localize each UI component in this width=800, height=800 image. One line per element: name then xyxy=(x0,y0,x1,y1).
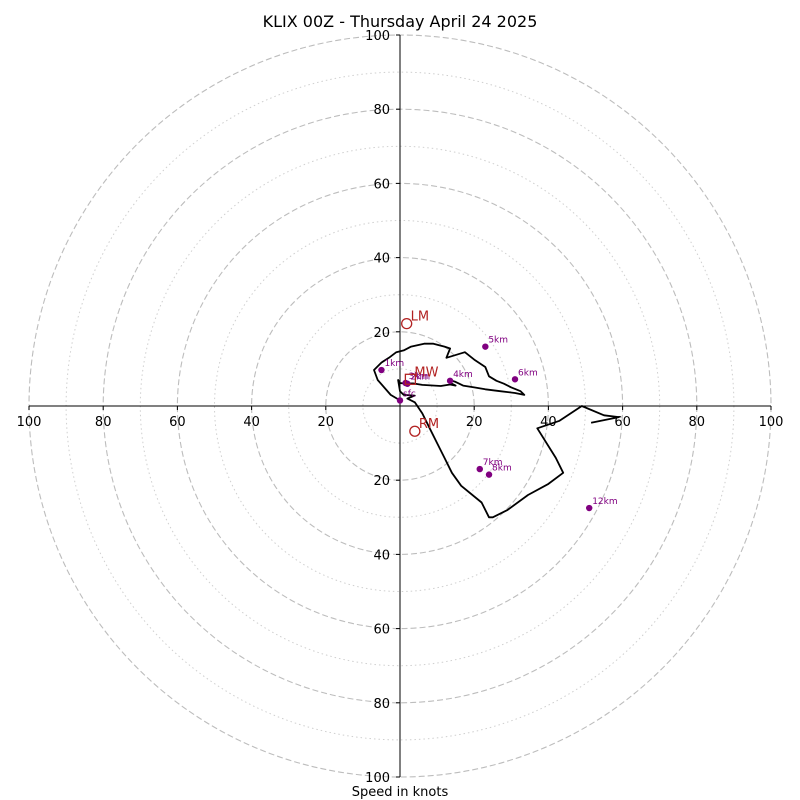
y-tick-label: 20 xyxy=(373,474,390,489)
y-tick-label: 40 xyxy=(373,548,390,563)
height-label-8km: 8km xyxy=(492,464,512,474)
height-label-7km: 7km xyxy=(483,458,503,468)
storm-motion-mw-label: MW xyxy=(414,365,438,380)
axis-ticks: 100 80 60 40 20 20 40 60 80 100100806040202040608… xyxy=(17,29,784,786)
x-tick-label: 100 xyxy=(17,415,42,430)
storm-motion-mw-marker xyxy=(404,373,417,385)
y-tick-label: 80 xyxy=(373,697,390,712)
height-label-1km: 1km xyxy=(384,359,404,369)
x-tick-label: 60 xyxy=(614,415,631,430)
x-tick-label: 40 xyxy=(243,415,260,430)
height-label-sfc: sfc xyxy=(403,389,416,399)
x-tick-label: 20 xyxy=(466,415,483,430)
storm-motion-lm-label: LM xyxy=(411,310,429,325)
y-tick-label: 60 xyxy=(373,623,390,638)
height-label-4km: 4km xyxy=(453,370,473,380)
x-tick-label: 80 xyxy=(95,415,112,430)
height-label-6km: 6km xyxy=(518,368,538,378)
height-marker-1km xyxy=(378,366,385,374)
height-label-12km: 12km xyxy=(592,497,617,507)
height-marker-sfc xyxy=(396,397,404,404)
y-tick-label: 100 xyxy=(365,771,390,786)
x-axis-label: Speed in knots xyxy=(352,785,449,800)
x-tick-label: 60 xyxy=(169,415,186,430)
chart-title: KLIX 00Z - Thursday April 24 2025 xyxy=(263,12,538,31)
x-tick-label: 80 xyxy=(689,415,706,430)
y-tick-label: 20 xyxy=(373,326,390,341)
height-marker-6km xyxy=(511,376,519,383)
height-marker-12km xyxy=(586,504,593,512)
height-marker-5km xyxy=(482,343,489,350)
storm-motion-lm-marker xyxy=(401,317,413,330)
height-label-5km: 5km xyxy=(488,336,508,346)
storm-motion-markers: LM MW RM xyxy=(401,310,439,437)
height-marker-7km xyxy=(476,465,483,473)
height-label-3km: 3km xyxy=(409,372,429,382)
y-tick-label: 80 xyxy=(373,103,390,118)
height-marker-4km xyxy=(446,377,454,384)
height-label-2km: 2km xyxy=(410,373,430,383)
hodograph-trace xyxy=(373,342,620,519)
x-tick-label: 100 xyxy=(759,415,784,430)
y-tick-label: 40 xyxy=(373,252,390,267)
storm-motion-rm-marker xyxy=(409,425,421,437)
y-tick-label: 100 xyxy=(365,29,390,44)
storm-motion-rm-label: RM xyxy=(419,417,439,432)
height-marker-8km xyxy=(485,471,493,478)
x-tick-label: 20 xyxy=(318,415,335,430)
y-tick-label: 60 xyxy=(373,177,390,192)
